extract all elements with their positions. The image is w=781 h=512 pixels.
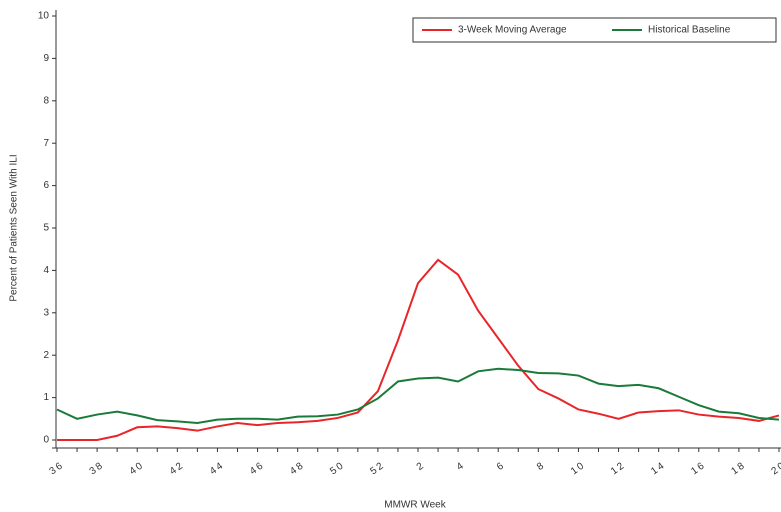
- y-tick-label: 5: [43, 223, 49, 234]
- x-axis-title: MMWR Week: [384, 500, 446, 511]
- legend: 3-Week Moving Average Historical Baseline: [412, 17, 777, 43]
- legend-label: 3-Week Moving Average: [458, 25, 567, 36]
- y-tick-label: 6: [43, 180, 49, 191]
- legend-box: [412, 17, 777, 43]
- y-tick-label: 3: [43, 307, 49, 318]
- series-line: [56, 367, 780, 425]
- x-tick-label: 10: [569, 460, 588, 478]
- x-tick-label: 6: [495, 460, 508, 473]
- x-tick-label: 48: [288, 460, 307, 478]
- x-tick-label: 44: [208, 460, 227, 478]
- x-tick-label: 20: [770, 460, 781, 478]
- x-tick-label: 36: [48, 460, 67, 478]
- x-tick-label: 8: [535, 460, 548, 473]
- y-tick-label: 4: [43, 265, 49, 276]
- y-tick-label: 8: [43, 95, 49, 106]
- x-tick-label: 40: [128, 460, 147, 478]
- x-tick-label: 2: [415, 460, 428, 473]
- y-tick-label: 9: [43, 53, 49, 64]
- x-tick-label: 42: [168, 460, 187, 478]
- x-tick-label: 12: [609, 460, 628, 478]
- y-tick-label: 7: [43, 138, 49, 149]
- y-tick-label: 0: [43, 435, 49, 446]
- legend-label: Historical Baseline: [648, 25, 731, 36]
- y-axis-title: Percent of Patients Seen With ILI: [9, 154, 20, 301]
- series-line: [57, 258, 780, 441]
- y-tick-label: 2: [43, 350, 49, 361]
- x-tick-label: 50: [328, 460, 347, 478]
- x-tick-label: 46: [248, 460, 267, 478]
- y-tick-label: 1: [43, 392, 49, 403]
- x-tick-label: 16: [689, 460, 708, 478]
- x-tick-label: 18: [729, 460, 748, 478]
- x-tick-label: 4: [455, 460, 468, 473]
- x-tick-label: 38: [88, 460, 107, 478]
- x-tick-label: 52: [368, 460, 387, 478]
- x-tick-label: 14: [649, 460, 668, 478]
- y-tick-label: 10: [38, 11, 50, 22]
